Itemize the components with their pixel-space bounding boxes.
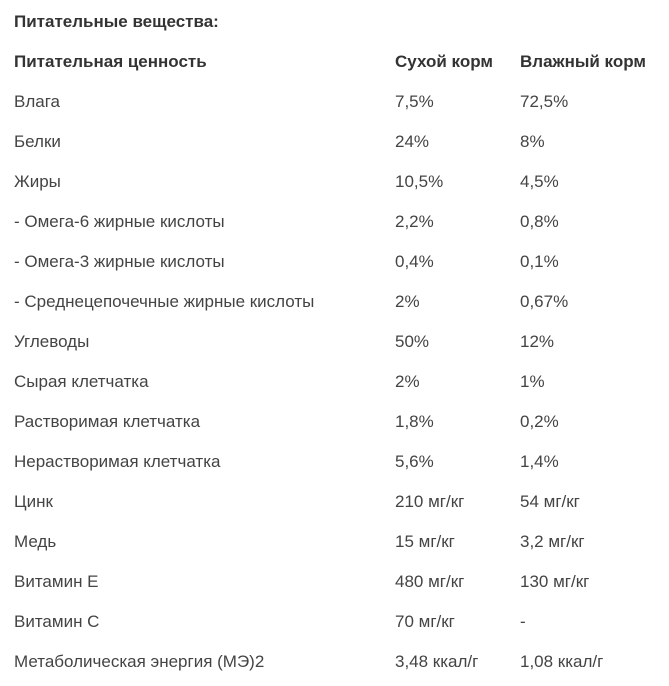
table-row: - Омега-6 жирные кислоты 2,2% 0,8% xyxy=(14,202,664,242)
nutrient-name: - Среднецепочечные жирные кислоты xyxy=(14,292,315,311)
wet-value: 0,2% xyxy=(520,412,559,431)
dry-value: 2,2% xyxy=(395,212,434,231)
table-row: - Среднецепочечные жирные кислоты 2% 0,6… xyxy=(14,282,664,322)
nutrient-name: - Омега-6 жирные кислоты xyxy=(14,212,225,231)
dry-value: 210 мг/кг xyxy=(395,492,465,511)
dry-value: 0,4% xyxy=(395,252,434,271)
dry-value: 10,5% xyxy=(395,172,444,191)
table-row: Углеводы 50% 12% xyxy=(14,322,664,362)
dry-value: 480 мг/кг xyxy=(395,572,465,591)
nutrient-name: Нерастворимая клетчатка xyxy=(14,452,221,471)
table-row: Жиры 10,5% 4,5% xyxy=(14,162,664,202)
nutrition-table: Питательная ценность Сухой корм Влажный … xyxy=(14,42,664,682)
table-header-row: Питательная ценность Сухой корм Влажный … xyxy=(14,42,664,82)
dry-value: 50% xyxy=(395,332,430,351)
table-row: Витамин Е 480 мг/кг 130 мг/кг xyxy=(14,562,664,602)
table-row: - Омега-3 жирные кислоты 0,4% 0,1% xyxy=(14,242,664,282)
nutrient-name: Белки xyxy=(14,132,61,151)
section-title: Питательные вещества: xyxy=(14,12,219,31)
nutrient-name: Цинк xyxy=(14,492,53,511)
nutrient-name: Углеводы xyxy=(14,332,90,351)
table-row: Растворимая клетчатка 1,8% 0,2% xyxy=(14,402,664,442)
table-row: Влага 7,5% 72,5% xyxy=(14,82,664,122)
nutrient-name: Витамин Е xyxy=(14,572,99,591)
table-row: Витамин С 70 мг/кг - xyxy=(14,602,664,642)
wet-value: 72,5% xyxy=(520,92,569,111)
header-wet-food: Влажный корм xyxy=(520,52,646,71)
wet-value: 0,1% xyxy=(520,252,559,271)
wet-value: 8% xyxy=(520,132,545,151)
dry-value: 7,5% xyxy=(395,92,434,111)
table-row: Цинк 210 мг/кг 54 мг/кг xyxy=(14,482,664,522)
wet-value: 130 мг/кг xyxy=(520,572,590,591)
dry-value: 2% xyxy=(395,292,420,311)
wet-value: 0,8% xyxy=(520,212,559,231)
wet-value: 3,2 мг/кг xyxy=(520,532,585,551)
table-row: Метаболическая энергия (МЭ)2 3,48 ккал/г… xyxy=(14,642,664,682)
nutrient-name: Влага xyxy=(14,92,60,111)
table-row: Нерастворимая клетчатка 5,6% 1,4% xyxy=(14,442,664,482)
wet-value: 12% xyxy=(520,332,555,351)
wet-value: 54 мг/кг xyxy=(520,492,580,511)
nutrient-name: Метаболическая энергия (МЭ)2 xyxy=(14,652,265,671)
table-row: Медь 15 мг/кг 3,2 мг/кг xyxy=(14,522,664,562)
header-nutritional-value: Питательная ценность xyxy=(14,52,207,71)
wet-value: 1,4% xyxy=(520,452,559,471)
dry-value: 5,6% xyxy=(395,452,434,471)
nutrient-name: Сырая клетчатка xyxy=(14,372,149,391)
nutrient-name: - Омега-3 жирные кислоты xyxy=(14,252,225,271)
wet-value: 4,5% xyxy=(520,172,559,191)
wet-value: - xyxy=(520,612,526,631)
header-dry-food: Сухой корм xyxy=(395,52,493,71)
wet-value: 1,08 ккал/г xyxy=(520,652,604,671)
dry-value: 3,48 ккал/г xyxy=(395,652,479,671)
dry-value: 15 мг/кг xyxy=(395,532,455,551)
nutrient-name: Медь xyxy=(14,532,57,551)
dry-value: 2% xyxy=(395,372,420,391)
wet-value: 0,67% xyxy=(520,292,569,311)
wet-value: 1% xyxy=(520,372,545,391)
dry-value: 1,8% xyxy=(395,412,434,431)
nutrient-name: Витамин С xyxy=(14,612,100,631)
dry-value: 24% xyxy=(395,132,430,151)
nutrient-name: Растворимая клетчатка xyxy=(14,412,201,431)
table-row: Белки 24% 8% xyxy=(14,122,664,162)
dry-value: 70 мг/кг xyxy=(395,612,455,631)
table-row: Сырая клетчатка 2% 1% xyxy=(14,362,664,402)
nutrient-name: Жиры xyxy=(14,172,61,191)
